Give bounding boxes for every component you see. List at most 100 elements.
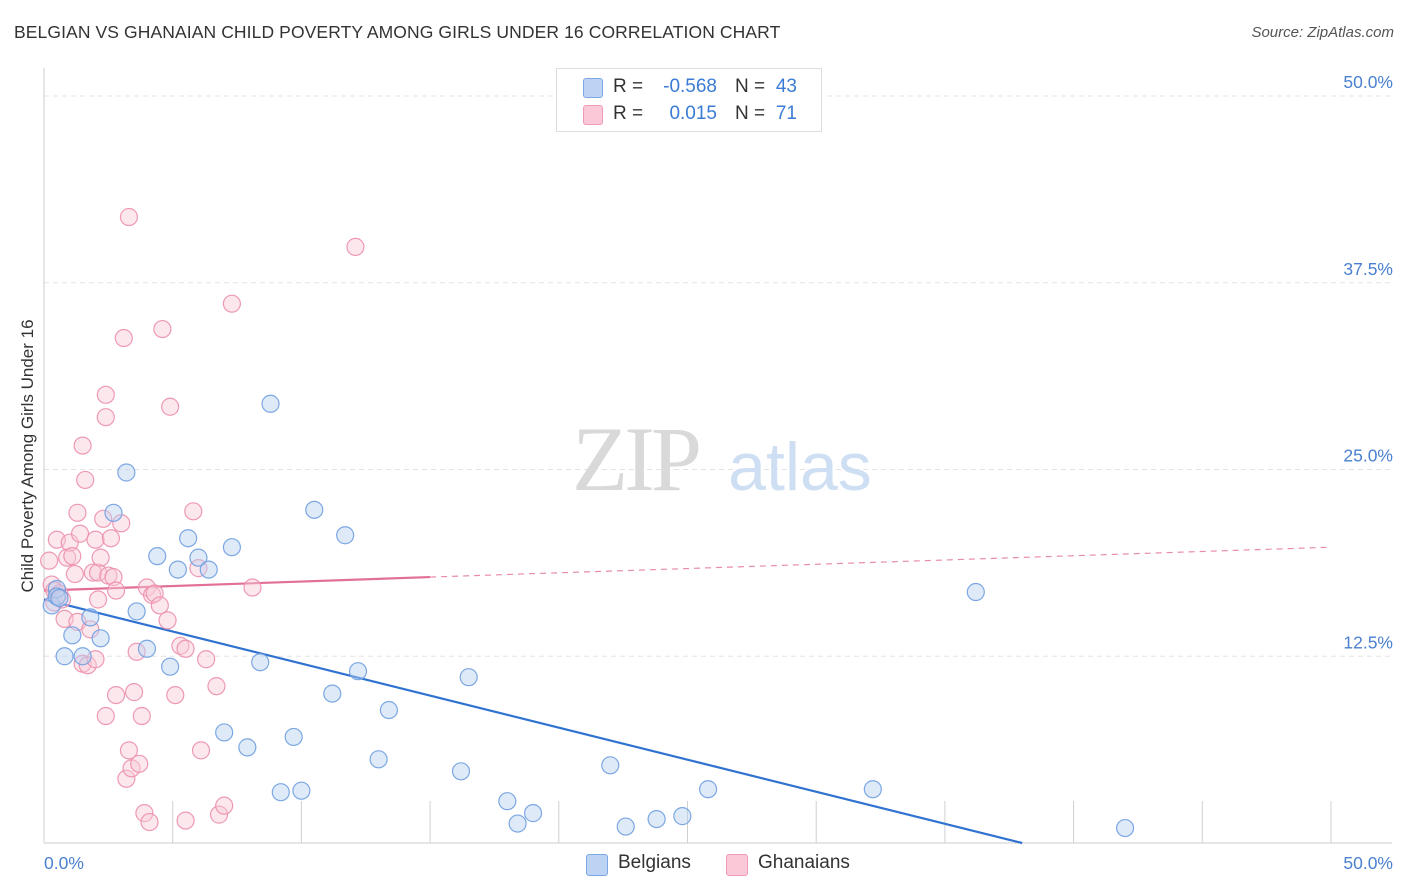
point-belgians bbox=[91, 629, 110, 648]
point-belgians bbox=[215, 723, 234, 742]
point-belgians bbox=[117, 463, 136, 482]
point-belgians bbox=[369, 750, 388, 769]
point-ghanaians bbox=[88, 590, 108, 609]
point-ghanaians bbox=[135, 804, 154, 823]
x-tick-label-min: 0.0% bbox=[44, 853, 84, 873]
point-ghanaians bbox=[209, 805, 229, 824]
point-ghanaians bbox=[184, 502, 203, 521]
point-ghanaians bbox=[117, 769, 136, 788]
point-ghanaians bbox=[158, 611, 177, 630]
legend-r-label: R = bbox=[613, 103, 644, 124]
chart-title: BELGIAN VS GHANAIAN CHILD POVERTY AMONG … bbox=[14, 22, 781, 42]
point-belgians bbox=[323, 684, 342, 703]
point-belgians bbox=[698, 780, 718, 799]
legend-r-label: R = bbox=[613, 76, 644, 97]
legend-n-value-belgians: 43 bbox=[775, 76, 797, 97]
point-belgians bbox=[336, 526, 355, 545]
watermark: ZIP atlas bbox=[572, 408, 872, 510]
axes bbox=[43, 68, 1392, 844]
point-belgians bbox=[189, 548, 208, 567]
point-belgians bbox=[863, 780, 882, 799]
bottom-legend-label-ghanaians: Ghanaians bbox=[758, 852, 850, 873]
point-ghanaians bbox=[119, 741, 139, 760]
point-ghanaians bbox=[140, 812, 159, 832]
legend-row-ghanaians: R = 0.015 N = 71 bbox=[557, 101, 821, 127]
watermark-atlas: atlas bbox=[728, 429, 872, 505]
legend-swatch-ghanaians bbox=[583, 105, 603, 125]
y-tick-label: 50.0% bbox=[1343, 72, 1393, 92]
point-belgians bbox=[379, 700, 399, 720]
y-tick-label: 12.5% bbox=[1343, 632, 1393, 652]
point-belgians bbox=[50, 588, 69, 608]
trend-line-belgians bbox=[43, 598, 1023, 845]
point-ghanaians bbox=[215, 796, 234, 815]
point-ghanaians bbox=[207, 677, 226, 696]
point-ghanaians bbox=[222, 294, 242, 313]
bottom-legend-swatch-belgians bbox=[586, 854, 608, 876]
point-ghanaians bbox=[83, 563, 103, 582]
y-tick-label: 25.0% bbox=[1343, 446, 1393, 466]
data-points bbox=[40, 207, 1135, 838]
point-ghanaians bbox=[114, 328, 133, 348]
x-tick-label-max: 50.0% bbox=[1343, 853, 1393, 873]
point-ghanaians bbox=[127, 642, 146, 661]
point-belgians bbox=[73, 647, 92, 666]
point-belgians bbox=[292, 781, 311, 800]
point-belgians bbox=[305, 500, 324, 519]
y-axis-label: Child Poverty Among Girls Under 16 bbox=[18, 319, 37, 593]
point-ghanaians bbox=[63, 547, 82, 566]
point-belgians bbox=[104, 503, 123, 522]
point-ghanaians bbox=[96, 408, 115, 427]
point-ghanaians bbox=[65, 564, 84, 584]
point-ghanaians bbox=[119, 207, 139, 227]
point-belgians bbox=[161, 657, 180, 676]
point-ghanaians bbox=[91, 548, 110, 567]
point-ghanaians bbox=[106, 685, 126, 705]
y-tick-label: 37.5% bbox=[1343, 259, 1393, 279]
point-belgians bbox=[127, 602, 146, 621]
point-belgians bbox=[55, 647, 74, 666]
point-belgians bbox=[508, 814, 527, 833]
point-belgians bbox=[601, 756, 620, 775]
point-belgians bbox=[222, 538, 242, 557]
point-ghanaians bbox=[96, 385, 115, 404]
point-ghanaians bbox=[191, 741, 211, 760]
legend-row-belgians: R = -0.568 N = 43 bbox=[557, 74, 821, 100]
point-ghanaians bbox=[171, 636, 190, 655]
point-belgians bbox=[251, 653, 270, 672]
point-ghanaians bbox=[68, 503, 87, 522]
point-ghanaians bbox=[60, 533, 79, 552]
legend-n-label: N = bbox=[735, 76, 766, 97]
point-ghanaians bbox=[197, 650, 216, 669]
point-belgians bbox=[81, 608, 100, 627]
point-belgians bbox=[673, 807, 692, 826]
trend-extension-ghanaians bbox=[430, 546, 1332, 578]
point-belgians bbox=[1115, 818, 1135, 838]
point-belgians bbox=[261, 394, 280, 413]
point-ghanaians bbox=[86, 530, 105, 549]
point-ghanaians bbox=[161, 397, 180, 416]
point-belgians bbox=[179, 529, 198, 548]
tick-labels: 12.5% 25.0% 37.5% 50.0% 0.0% 50.0% bbox=[44, 72, 1393, 873]
point-belgians bbox=[42, 596, 61, 615]
legend-swatch-belgians bbox=[583, 78, 603, 98]
point-ghanaians bbox=[243, 578, 262, 597]
point-ghanaians bbox=[145, 584, 164, 603]
point-belgians bbox=[647, 809, 666, 829]
point-belgians bbox=[459, 668, 478, 687]
legend-r-value-belgians: -0.568 bbox=[663, 76, 717, 97]
point-belgians bbox=[63, 626, 82, 645]
chart-source: Source: ZipAtlas.com bbox=[1251, 24, 1394, 41]
point-belgians bbox=[348, 662, 368, 681]
point-belgians bbox=[238, 738, 257, 757]
point-ghanaians bbox=[106, 581, 126, 600]
point-belgians bbox=[168, 560, 187, 579]
point-belgians bbox=[616, 817, 635, 836]
point-belgians bbox=[498, 792, 517, 811]
point-belgians bbox=[199, 560, 218, 579]
point-belgians bbox=[451, 762, 471, 781]
point-ghanaians bbox=[70, 524, 90, 543]
trend-lines bbox=[43, 546, 1332, 845]
bottom-legend-label-belgians: Belgians bbox=[618, 852, 691, 873]
